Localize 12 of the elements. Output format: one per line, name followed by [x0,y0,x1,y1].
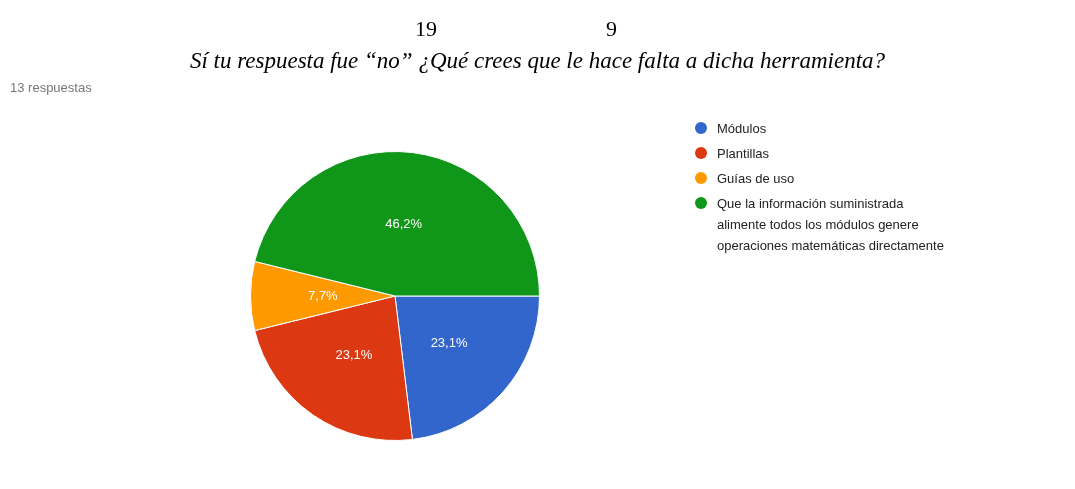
legend-label: Plantillas [717,145,770,163]
text: 9 [606,16,617,42]
legend-label: Guías de uso [717,170,795,188]
legend-label: Que la información suministrada alimente todos los módulos genere operaciones matemáticas directamente [717,195,945,255]
chart-title: Sí tu respuesta fue “no” ¿Qué crees que le hace falta a dicha herramienta? [188,48,887,74]
text: 13 respuestas [10,80,92,95]
text: 19 [415,16,437,42]
data-label: 23,1% [335,347,373,363]
data-label: 23,1% [430,335,468,351]
data-label: 46,2% [385,215,423,231]
data-label: 7,7% [307,287,338,303]
legend-label: Módulos [717,120,767,138]
